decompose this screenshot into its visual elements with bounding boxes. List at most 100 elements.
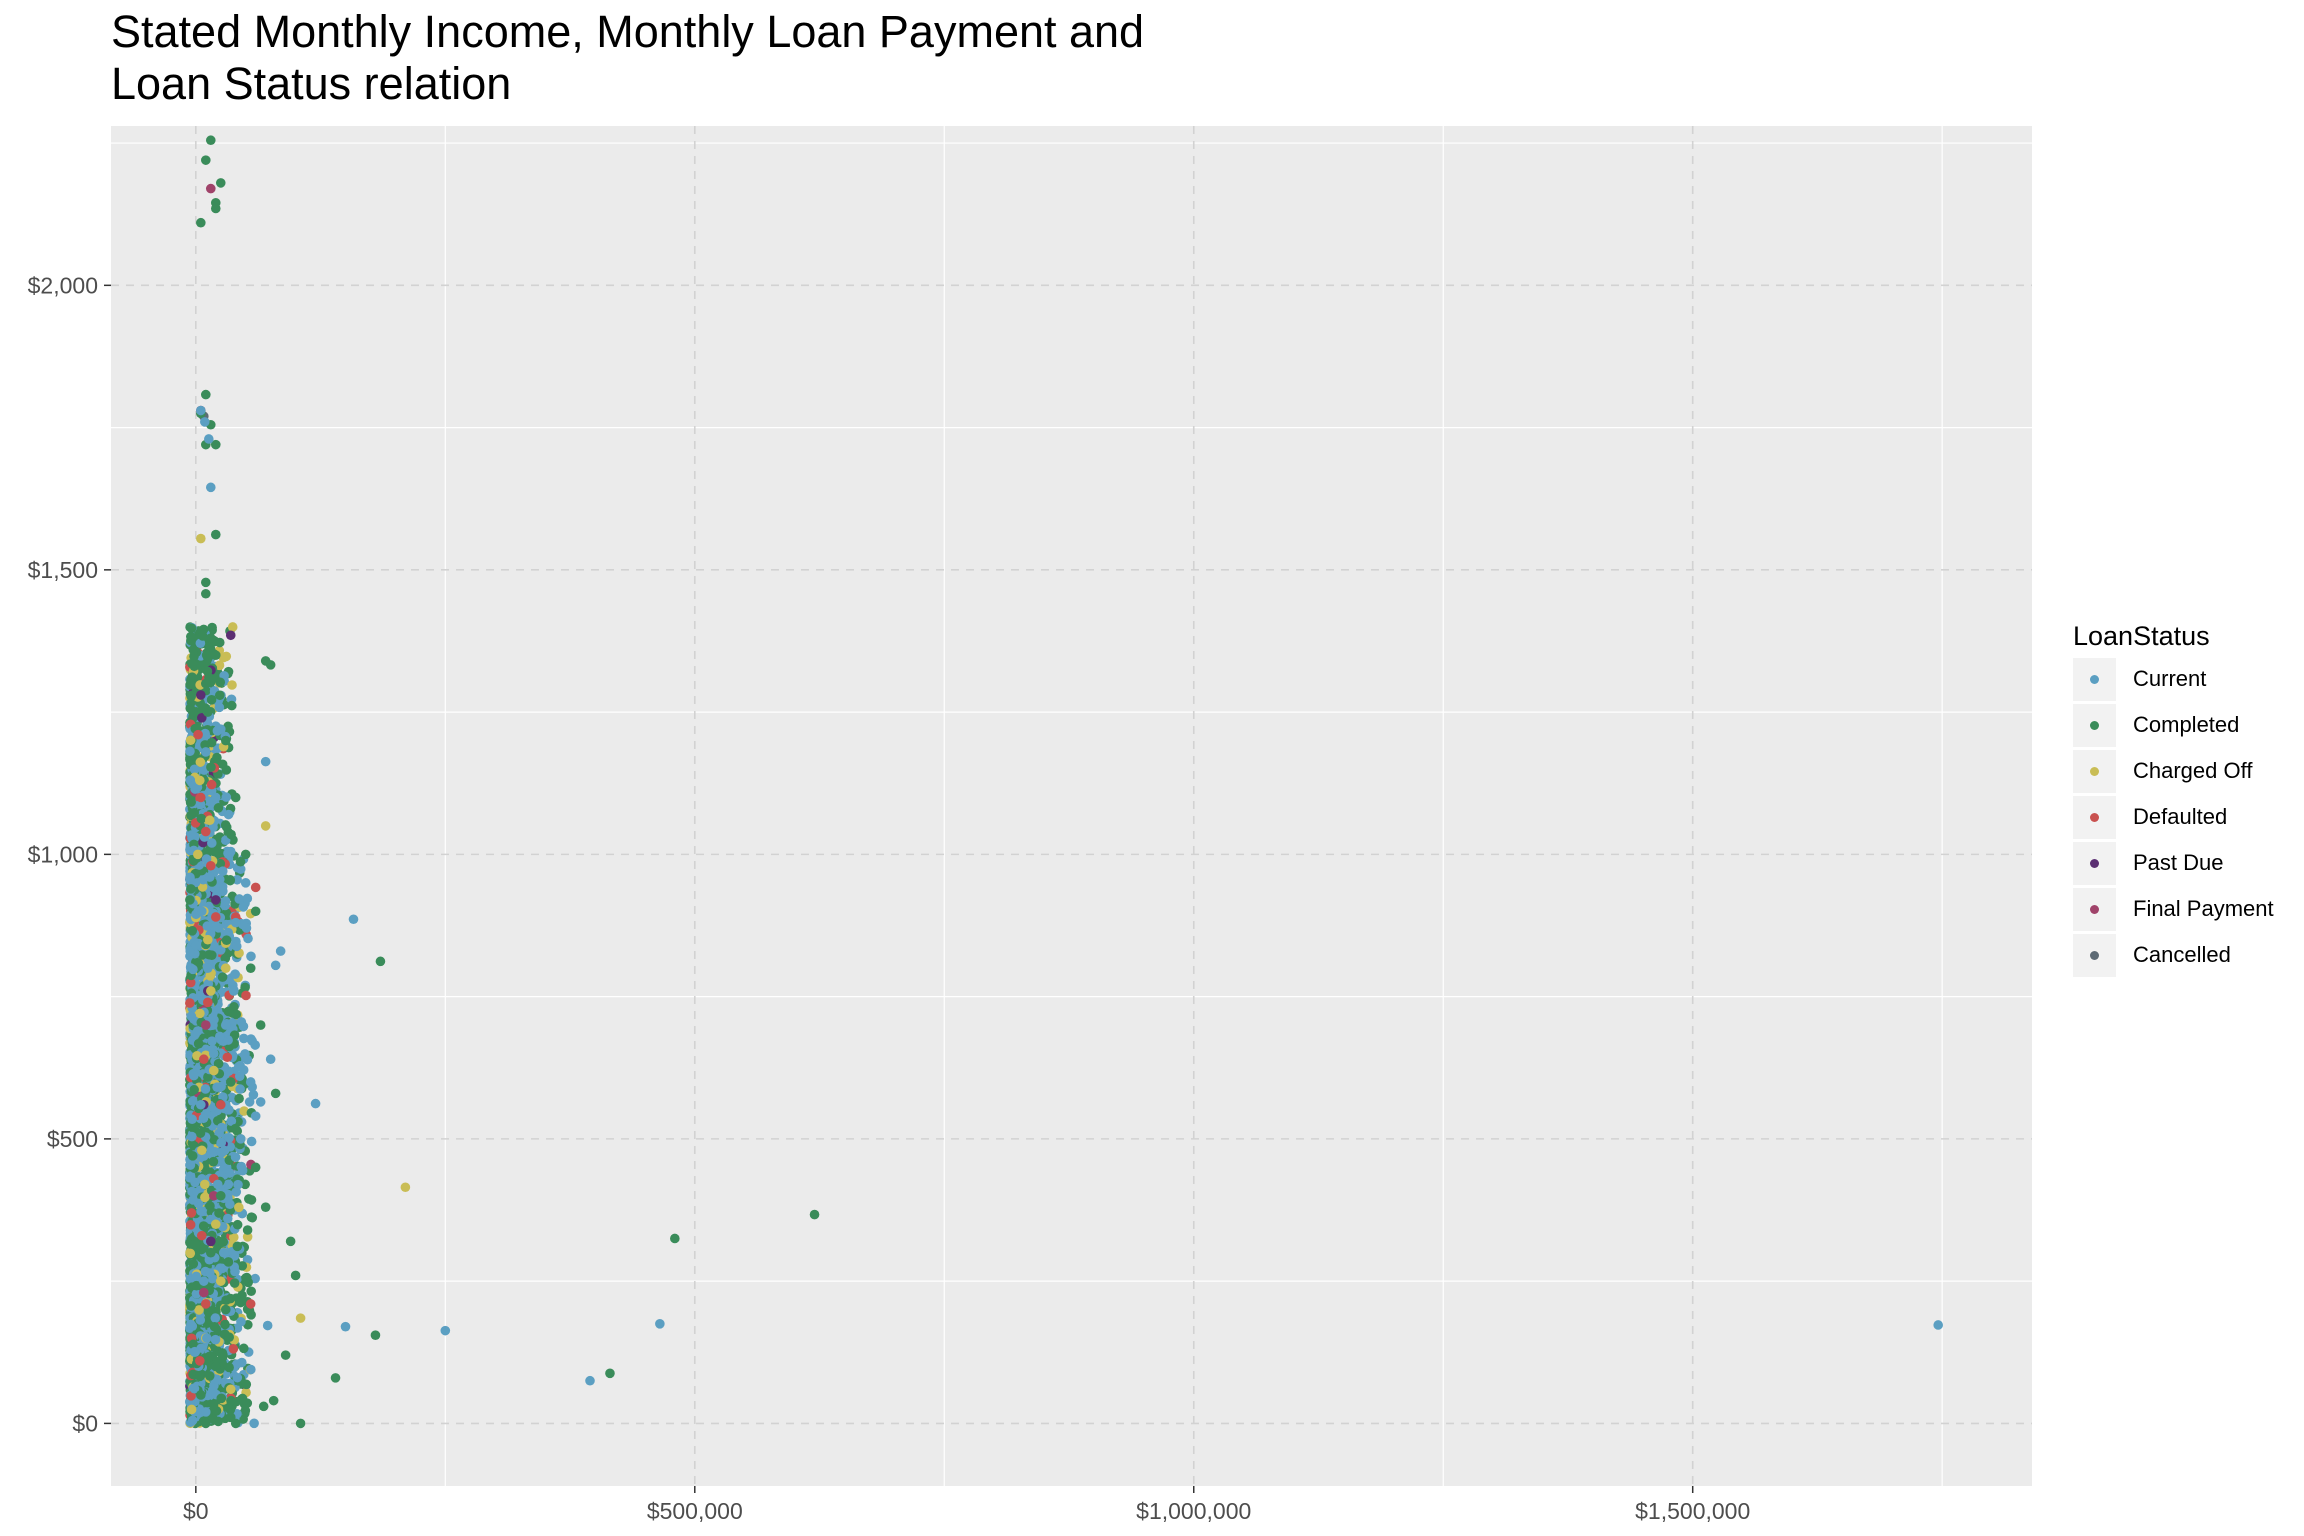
data-point	[370, 1330, 381, 1341]
data-point	[227, 622, 238, 632]
data-point	[232, 874, 242, 885]
data-point	[185, 977, 196, 988]
data-point	[201, 1418, 211, 1429]
data-point	[225, 1077, 236, 1087]
data-point	[205, 1247, 216, 1258]
data-point	[208, 1065, 219, 1076]
data-point	[195, 1128, 206, 1138]
data-point	[236, 1316, 246, 1327]
data-point	[222, 1213, 233, 1224]
data-point	[194, 1305, 204, 1315]
data-point	[230, 917, 241, 928]
data-point	[231, 1187, 242, 1197]
data-point	[234, 1202, 244, 1213]
data-point	[193, 729, 203, 740]
data-point	[199, 1054, 209, 1065]
data-point	[221, 651, 232, 662]
data-point	[265, 1054, 276, 1065]
plot-panel	[111, 126, 2032, 1486]
data-point	[196, 1244, 206, 1255]
data-point	[215, 1190, 226, 1201]
data-point	[245, 1299, 256, 1309]
data-point	[197, 1145, 207, 1156]
legend-key	[2073, 933, 2116, 977]
data-point	[220, 1319, 230, 1330]
data-point	[204, 1371, 215, 1381]
data-point	[205, 860, 216, 871]
data-point	[203, 847, 214, 857]
data-point	[223, 1179, 234, 1190]
chart-title: Stated Monthly Income, Monthly Loan Paym…	[111, 6, 1411, 110]
legend-label: Charged Off	[2133, 758, 2253, 783]
data-point	[210, 650, 221, 661]
data-point	[198, 1113, 209, 1124]
data-point	[348, 914, 359, 925]
data-point	[201, 1020, 211, 1030]
data-point	[214, 702, 225, 713]
x-tick-label: $500,000	[647, 1498, 743, 1524]
data-point	[185, 895, 195, 905]
data-point	[310, 1098, 321, 1109]
data-point	[201, 389, 211, 400]
data-point	[207, 1036, 217, 1046]
data-point	[219, 1145, 230, 1156]
legend-label: Current	[2133, 666, 2207, 691]
data-point	[809, 1209, 820, 1220]
data-point	[241, 1379, 252, 1390]
data-point	[234, 1093, 244, 1104]
y-tick-label: $2,000	[28, 272, 98, 298]
data-point	[375, 956, 386, 967]
data-point	[191, 940, 201, 951]
legend-dot-icon	[2090, 858, 2099, 868]
data-point	[255, 1097, 266, 1107]
data-point	[255, 1020, 266, 1030]
data-point	[246, 1286, 256, 1297]
data-point	[221, 935, 232, 945]
data-point	[230, 1152, 241, 1162]
data-point	[231, 1009, 242, 1020]
data-point	[210, 792, 221, 803]
data-point	[212, 1179, 223, 1190]
legend-title: LoanStatus	[2073, 621, 2210, 651]
minor-gridlines	[111, 126, 2032, 1486]
data-point	[225, 630, 236, 641]
data-point	[585, 1375, 595, 1386]
data-point	[187, 926, 198, 936]
data-point	[189, 661, 200, 672]
legend-label: Defaulted	[2133, 804, 2228, 829]
data-point	[210, 439, 221, 450]
data-point	[193, 1038, 204, 1049]
data-point	[215, 1099, 226, 1110]
data-point	[202, 997, 213, 1008]
data-point	[231, 941, 242, 952]
data-point	[186, 1391, 196, 1401]
legend-key	[2073, 795, 2116, 839]
data-point	[196, 533, 206, 544]
data-point	[216, 1393, 227, 1404]
data-point	[201, 747, 211, 757]
data-point	[230, 969, 240, 979]
data-point	[215, 945, 226, 955]
legend-item: Defaulted	[2073, 794, 2304, 840]
data-point	[223, 809, 234, 820]
data-point	[207, 622, 217, 633]
data-point	[205, 135, 216, 146]
data-point	[250, 882, 261, 893]
data-point	[230, 1123, 241, 1134]
data-point	[246, 951, 256, 962]
data-point	[214, 660, 225, 671]
data-point	[200, 740, 210, 750]
data-point	[196, 1390, 206, 1400]
data-point	[185, 872, 195, 883]
data-point	[250, 1040, 261, 1050]
data-point	[228, 1232, 239, 1243]
data-point	[237, 1261, 248, 1271]
data-point	[197, 882, 208, 892]
data-point	[189, 1347, 200, 1358]
data-point	[202, 707, 213, 717]
data-point	[187, 1151, 198, 1161]
y-tick-label: $1,000	[28, 841, 98, 867]
data-point	[190, 1177, 200, 1188]
data-point	[210, 912, 221, 922]
